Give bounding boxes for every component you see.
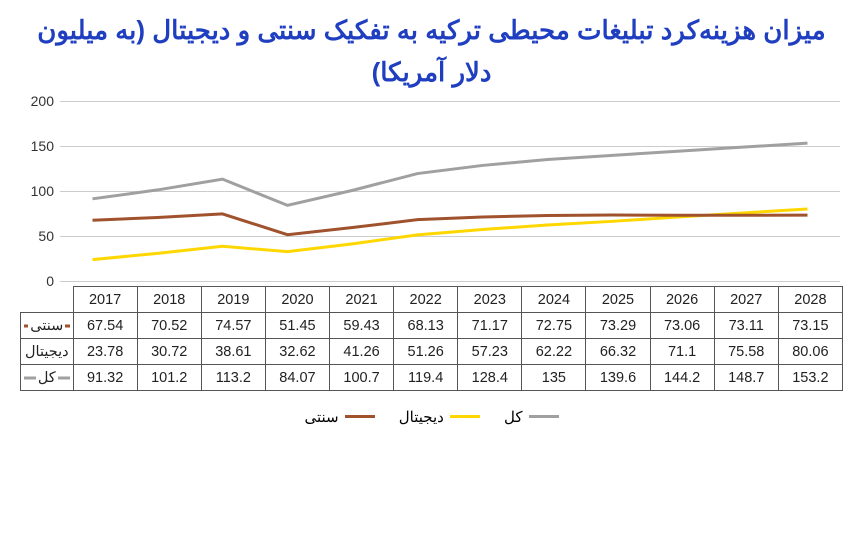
chart-title: میزان هزینه‌کرد تبلیغات محیطی ترکیه به ت…	[20, 10, 843, 93]
data-cell: 73.11	[714, 313, 778, 339]
blank-cell	[21, 287, 74, 313]
data-cell: 128.4	[458, 365, 522, 391]
data-cell: 59.43	[330, 313, 394, 339]
year-cell: 2019	[201, 287, 265, 313]
legend-swatch-total	[529, 415, 559, 418]
year-cell: 2022	[394, 287, 458, 313]
data-cell: 57.23	[458, 339, 522, 365]
data-cell: 66.32	[586, 339, 650, 365]
year-cell: 2020	[265, 287, 329, 313]
data-cell: 41.26	[330, 339, 394, 365]
legend-swatch-digital	[450, 415, 480, 418]
table-legend-digital: دیجیتال	[21, 339, 74, 365]
legend-label-traditional: سنتی	[304, 408, 338, 426]
legend-swatch-traditional	[345, 415, 375, 418]
data-cell: 101.2	[137, 365, 201, 391]
data-cell: 32.62	[265, 339, 329, 365]
data-table: 2017201820192020202120222023202420252026…	[20, 286, 843, 391]
year-cell: 2027	[714, 287, 778, 313]
table-legend-label-traditional: سنتی	[28, 318, 65, 334]
year-cell: 2021	[330, 287, 394, 313]
data-cell: 51.26	[394, 339, 458, 365]
data-cell: 119.4	[394, 365, 458, 391]
data-cell: 23.78	[73, 339, 137, 365]
data-cell: 71.1	[650, 339, 714, 365]
data-cell: 71.17	[458, 313, 522, 339]
data-cell: 139.6	[586, 365, 650, 391]
year-cell: 2018	[137, 287, 201, 313]
data-cell: 51.45	[265, 313, 329, 339]
data-cell: 153.2	[778, 365, 842, 391]
ytick-label: 100	[31, 183, 54, 199]
legend-label-total: کل	[504, 408, 523, 426]
legend: کل دیجیتال سنتی	[20, 405, 843, 426]
table-legend-label-total: کل	[36, 370, 58, 386]
table-legend-total: کل	[21, 365, 74, 391]
data-cell: 72.75	[522, 313, 586, 339]
ytick-label: 200	[31, 93, 54, 109]
gridline	[60, 281, 840, 282]
legend-traditional: سنتی	[304, 408, 374, 426]
data-cell: 113.2	[201, 365, 265, 391]
data-cell: 68.13	[394, 313, 458, 339]
legend-total: کل	[504, 408, 559, 426]
year-cell: 2026	[650, 287, 714, 313]
line-svg	[60, 101, 840, 281]
table-legend-label-digital: دیجیتال	[23, 344, 71, 360]
data-cell: 62.22	[522, 339, 586, 365]
data-cell: 70.52	[137, 313, 201, 339]
ytick-label: 50	[38, 228, 54, 244]
year-cell: 2023	[458, 287, 522, 313]
series-total	[93, 143, 808, 205]
year-cell: 2025	[586, 287, 650, 313]
data-cell: 73.29	[586, 313, 650, 339]
legend-digital: دیجیتال	[399, 408, 480, 426]
row-digital: دیجیتال23.7830.7238.6132.6241.2651.2657.…	[21, 339, 843, 365]
row-total: کل 91.32101.2113.284.07100.7119.4128.4135…	[21, 365, 843, 391]
year-cell: 2028	[778, 287, 842, 313]
data-cell: 148.7	[714, 365, 778, 391]
data-cell: 30.72	[137, 339, 201, 365]
year-row: 2017201820192020202120222023202420252026…	[21, 287, 843, 313]
plot-area: 050100150200	[60, 101, 840, 282]
data-table-wrap: 2017201820192020202120222023202420252026…	[20, 286, 843, 391]
data-cell: 144.2	[650, 365, 714, 391]
data-cell: 73.15	[778, 313, 842, 339]
chart-container: میزان هزینه‌کرد تبلیغات محیطی ترکیه به ت…	[0, 0, 863, 549]
row-traditional: سنتی67.5470.5274.5751.4559.4368.1371.177…	[21, 313, 843, 339]
data-cell: 91.32	[73, 365, 137, 391]
data-cell: 80.06	[778, 339, 842, 365]
data-cell: 75.58	[714, 339, 778, 365]
data-cell: 100.7	[330, 365, 394, 391]
data-cell: 73.06	[650, 313, 714, 339]
year-cell: 2024	[522, 287, 586, 313]
data-cell: 67.54	[73, 313, 137, 339]
table-legend-traditional: سنتی	[21, 313, 74, 339]
year-cell: 2017	[73, 287, 137, 313]
data-cell: 74.57	[201, 313, 265, 339]
data-cell: 84.07	[265, 365, 329, 391]
ytick-label: 150	[31, 138, 54, 154]
data-cell: 135	[522, 365, 586, 391]
legend-label-digital: دیجیتال	[399, 408, 444, 426]
data-cell: 38.61	[201, 339, 265, 365]
